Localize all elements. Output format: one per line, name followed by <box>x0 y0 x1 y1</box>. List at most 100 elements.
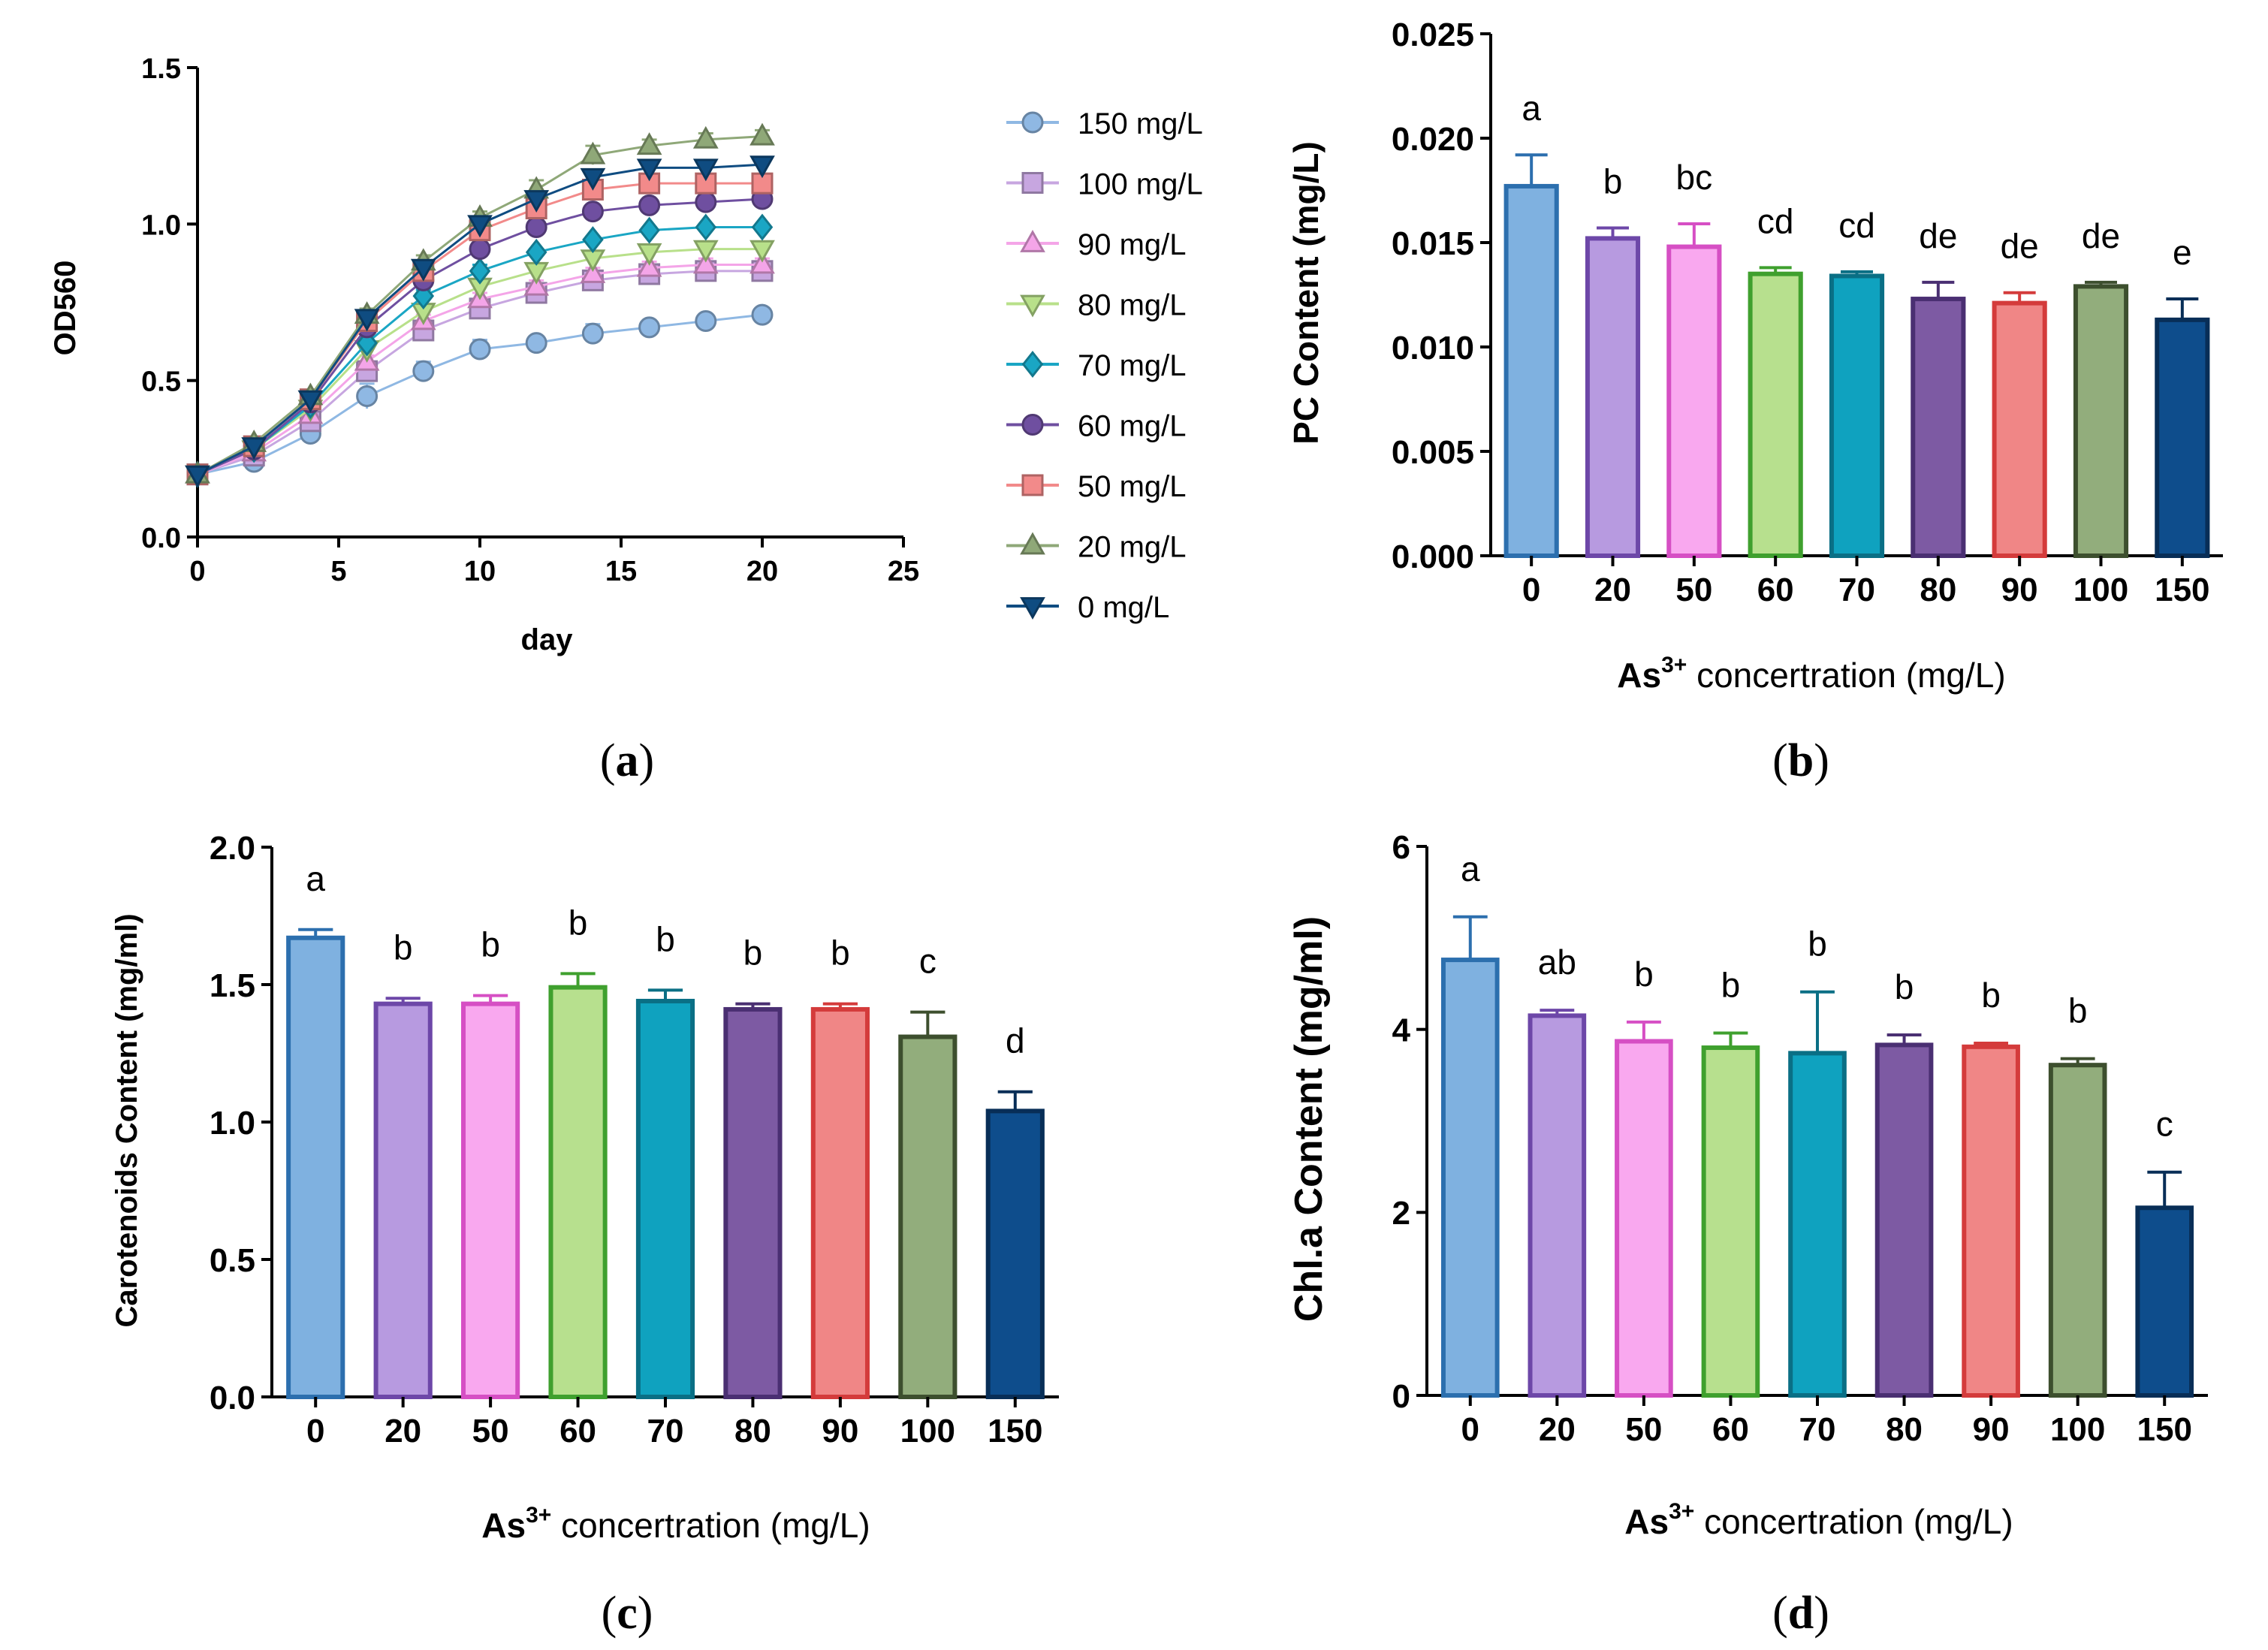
legend-marker <box>1020 597 1045 620</box>
bar <box>286 935 345 1399</box>
x-tick-label: 0 <box>306 1413 324 1449</box>
panel-b-caption: (b) <box>1772 735 1829 786</box>
significance-letter: c <box>2156 1105 2173 1144</box>
panel-a-chart: OD560 day 0.0 0.5 1.0 1.5 0 5 10 15 20 25 150 mg/… <box>49 53 1203 656</box>
data-point <box>749 155 775 179</box>
significance-letter: c <box>919 942 936 981</box>
significance-letter: cd <box>1757 201 1794 240</box>
y-tick-label: 6 <box>1392 829 1410 866</box>
data-point <box>636 243 662 266</box>
bar <box>548 985 608 1400</box>
bar <box>2048 1063 2107 1398</box>
panel-b-chart: PC Content (mg/L) As3+ concertration (mg… <box>1286 17 2223 695</box>
y-tick-label: 2.0 <box>210 830 255 867</box>
significance-letter: cd <box>1838 206 1875 245</box>
y-tick-label: 0 <box>1392 1378 1410 1415</box>
y-tick-label: 1.0 <box>141 210 181 241</box>
bar <box>1615 1039 1673 1398</box>
data-point <box>751 303 774 326</box>
x-tick-label: 150 <box>988 1413 1042 1449</box>
x-tick-label: 20 <box>1539 1411 1576 1448</box>
data-point <box>469 238 491 261</box>
x-tick-label: 60 <box>559 1413 596 1449</box>
bar <box>1962 1044 2020 1398</box>
x-tick-label: 20 <box>1594 572 1631 608</box>
x-tick-label: 50 <box>1675 572 1712 608</box>
bar <box>2135 1205 2194 1398</box>
bar <box>810 1006 870 1399</box>
x-tick-label: 0 <box>189 556 205 587</box>
panel-a-ylabel: OD560 <box>49 261 82 356</box>
bar <box>373 1001 433 1399</box>
significance-letter: b <box>743 934 763 973</box>
bar <box>1992 300 2047 558</box>
y-tick-label: 1.5 <box>210 967 255 1004</box>
data-point <box>692 158 719 182</box>
bar <box>1440 958 1500 1398</box>
data-point <box>523 273 550 296</box>
significance-letter: b <box>569 903 588 942</box>
legend-marker <box>1021 474 1044 496</box>
bar <box>898 1034 958 1400</box>
bar <box>2073 284 2129 558</box>
data-point <box>638 216 660 244</box>
x-tick-label: 80 <box>734 1413 771 1449</box>
x-tick-label: 10 <box>464 556 496 587</box>
y-tick-label: 0.5 <box>141 366 181 398</box>
legend-label: 0 mg/L <box>1078 591 1169 624</box>
data-point <box>638 194 661 216</box>
significance-letter: bc <box>1676 158 1713 197</box>
panel-a-caption: (a) <box>600 735 654 786</box>
legend-label: 50 mg/L <box>1078 470 1187 503</box>
data-point <box>580 260 606 283</box>
bar <box>723 1006 783 1399</box>
data-point <box>638 316 661 339</box>
legend-marker <box>1020 532 1045 555</box>
bar <box>635 998 695 1399</box>
data-point <box>695 172 717 195</box>
data-point <box>523 190 550 213</box>
panel-c-caption: (c) <box>602 1588 653 1639</box>
data-point <box>749 251 775 274</box>
x-tick-label: 0 <box>1522 572 1540 608</box>
y-tick-label: 0.020 <box>1392 121 1474 158</box>
panel-b-ylabel: PC Content (mg/L) <box>1286 141 1326 445</box>
x-tick-label: 150 <box>2155 572 2209 608</box>
y-tick-label: 0.0 <box>141 523 181 554</box>
data-point <box>695 310 717 332</box>
panel-d-chart: Chl.a Content (mg/ml) As3+ concertration… <box>1287 829 2208 1541</box>
x-tick-label: 150 <box>2137 1411 2192 1448</box>
legend-marker <box>1021 111 1044 134</box>
x-tick-label: 80 <box>1886 1411 1923 1448</box>
significance-letter: b <box>1895 967 1914 1006</box>
data-point <box>467 215 493 238</box>
x-tick-label: 50 <box>472 1413 509 1449</box>
legend-marker <box>1021 414 1044 436</box>
x-tick-label: 90 <box>2001 572 2038 608</box>
data-point <box>410 258 436 282</box>
significance-letter: ab <box>1538 943 1576 982</box>
legend-label: 90 mg/L <box>1078 228 1187 261</box>
y-tick-label: 0.015 <box>1392 225 1474 262</box>
legend-marker <box>1020 294 1045 318</box>
y-tick-label: 0.025 <box>1392 17 1474 53</box>
data-point <box>356 385 379 407</box>
data-point <box>469 338 491 360</box>
x-tick-label: 70 <box>647 1413 684 1449</box>
data-point <box>692 125 719 149</box>
legend-label: 60 mg/L <box>1078 410 1187 443</box>
x-tick-label: 80 <box>1920 572 1956 608</box>
significance-letter: b <box>656 919 675 958</box>
y-tick-label: 0.5 <box>210 1242 255 1279</box>
data-point <box>582 226 604 254</box>
panel-a-legend: 150 mg/L 100 mg/L 90 mg/L 80 mg/L 70 mg/L 60 … <box>1006 107 1203 624</box>
significance-letter: b <box>831 934 850 973</box>
panel-c-chart: Carotenoids Content (mg/ml) As3+ concert… <box>110 830 1059 1545</box>
significance-letter: a <box>306 859 325 898</box>
significance-letter: b <box>481 925 500 964</box>
significance-letter: b <box>2068 991 2088 1030</box>
data-point <box>580 167 606 191</box>
significance-letter: b <box>1603 162 1623 201</box>
panel-d-ylabel: Chl.a Content (mg/ml) <box>1287 916 1331 1322</box>
